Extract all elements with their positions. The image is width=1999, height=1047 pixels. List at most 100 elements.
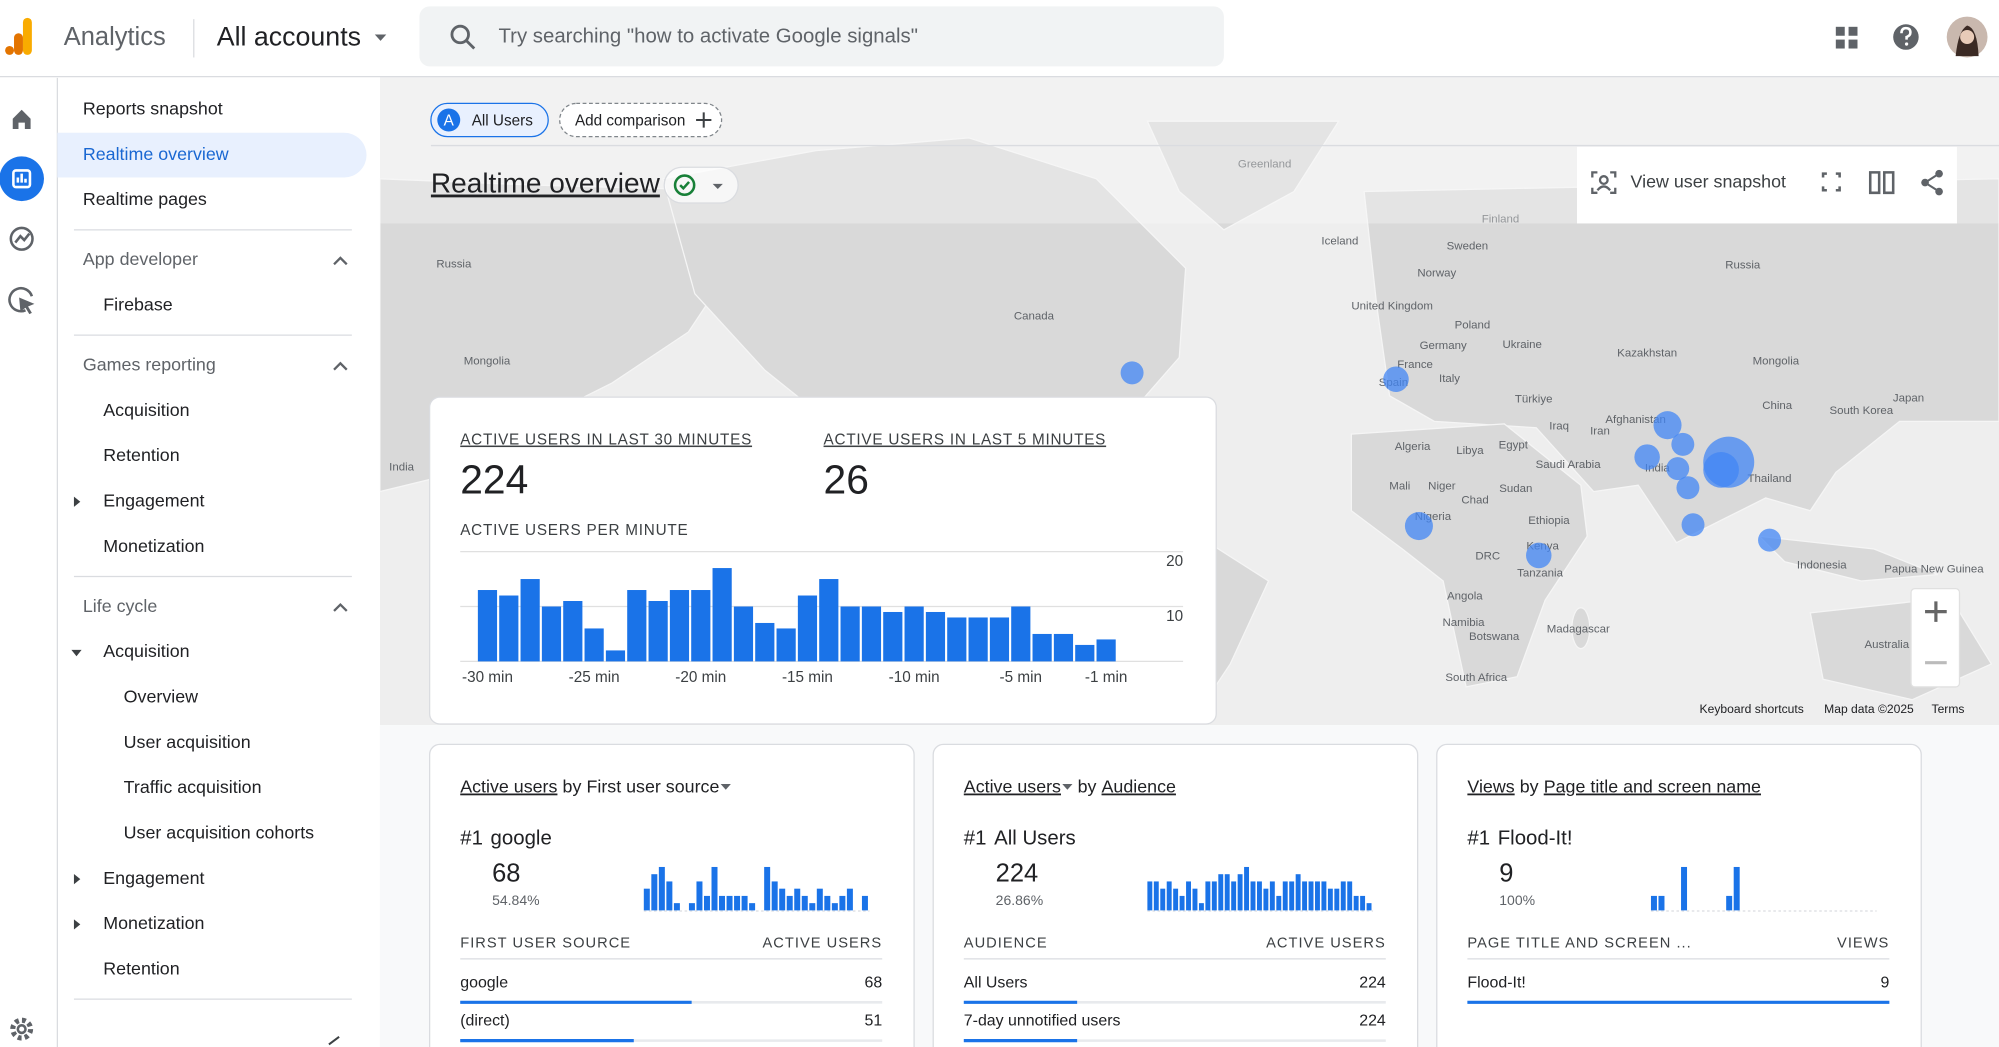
spark-bar <box>1179 895 1185 911</box>
bar[interactable] <box>1096 639 1116 662</box>
nav-subitem[interactable]: User acquisition cohorts <box>124 822 315 842</box>
nav-subitem[interactable]: User acquisition <box>124 732 251 752</box>
card-dimension[interactable]: Page title and screen name <box>1544 777 1761 797</box>
map-label: South Korea <box>1829 405 1893 417</box>
bar[interactable] <box>947 617 967 662</box>
map-footer[interactable]: Map data ©2025 <box>1824 702 1914 716</box>
card-metric[interactable]: Views <box>1467 777 1514 797</box>
spark-bar <box>1733 866 1740 911</box>
account-picker[interactable]: All accounts <box>217 21 361 51</box>
collapse-chevron[interactable] <box>333 602 348 612</box>
expand-caret[interactable] <box>71 649 82 657</box>
nav-item[interactable]: Firebase <box>103 295 172 315</box>
bar[interactable] <box>691 590 711 662</box>
row-label[interactable]: All Users <box>964 974 1028 991</box>
spark-bar <box>1282 881 1288 911</box>
card-dimension[interactable]: First user source <box>586 777 719 797</box>
bar[interactable] <box>989 617 1010 662</box>
bar[interactable] <box>627 590 647 662</box>
spark-bar <box>1360 895 1366 911</box>
bar[interactable] <box>819 579 839 662</box>
nav-link[interactable]: Realtime overview <box>83 144 229 164</box>
nav-subitem[interactable]: Overview <box>124 686 198 706</box>
nav-item[interactable]: Acquisition <box>103 400 189 420</box>
bubble <box>1758 528 1781 552</box>
nav-link[interactable]: Reports snapshot <box>83 99 223 119</box>
card-metric[interactable]: Active users <box>460 777 557 797</box>
row-label[interactable]: 7-day unnotified users <box>964 1013 1121 1030</box>
fullscreen-icon[interactable] <box>1821 172 1841 192</box>
bar[interactable] <box>669 590 690 662</box>
apps-icon[interactable] <box>1835 26 1858 49</box>
card-dimension[interactable]: Audience <box>1102 777 1176 797</box>
bar[interactable] <box>541 606 562 662</box>
share-icon[interactable] <box>1921 169 1943 196</box>
bar[interactable] <box>968 617 988 662</box>
bar[interactable] <box>776 628 796 662</box>
bar[interactable] <box>520 579 540 662</box>
add-comparison[interactable] <box>559 102 723 138</box>
collapse-chevron[interactable] <box>333 361 348 371</box>
nav-item[interactable]: Acquisition <box>103 641 189 661</box>
expand-caret[interactable] <box>73 496 81 507</box>
zoom-in[interactable] <box>1925 601 1947 622</box>
spark-bar <box>1347 881 1353 911</box>
map-label: Mongolia <box>464 355 511 367</box>
bar[interactable] <box>797 595 818 662</box>
bar-chart: 10 20 -30 min -25 min -20 min -15 min -10 min -… <box>460 550 1183 686</box>
search-box[interactable] <box>419 6 1224 67</box>
expand-caret[interactable] <box>73 919 81 930</box>
bar[interactable] <box>1075 644 1095 662</box>
nav-item[interactable]: Monetization <box>103 913 204 933</box>
nav-section[interactable]: App developer <box>83 249 198 269</box>
bar[interactable] <box>605 650 626 662</box>
compare-icon[interactable] <box>1868 171 1895 195</box>
home-icon[interactable] <box>12 109 31 129</box>
bar[interactable] <box>1053 633 1074 662</box>
bar[interactable] <box>477 590 498 662</box>
bar[interactable] <box>840 606 860 662</box>
nav-section[interactable]: Life cycle <box>83 596 157 616</box>
bar[interactable] <box>1011 606 1031 662</box>
nav-item[interactable]: Retention <box>103 445 179 465</box>
card-metric[interactable]: Active users <box>964 777 1061 797</box>
bar[interactable] <box>563 601 583 662</box>
advertising-icon[interactable] <box>8 286 34 313</box>
caret[interactable] <box>1062 783 1073 790</box>
expand-caret[interactable] <box>73 873 81 885</box>
bar[interactable] <box>925 611 946 662</box>
nav-item[interactable]: Engagement <box>103 491 204 511</box>
view-user-snapshot[interactable]: View user snapshot <box>1631 171 1786 191</box>
row-label[interactable]: google <box>460 974 508 991</box>
add-comparison-label: Add comparison <box>575 112 685 129</box>
collapse-handle[interactable] <box>328 1035 340 1046</box>
nav-item[interactable]: Engagement <box>103 868 204 888</box>
segment-chip[interactable] <box>430 102 549 138</box>
explore-icon[interactable] <box>9 226 34 251</box>
nav-link[interactable]: Realtime pages <box>83 189 207 209</box>
bar[interactable] <box>861 606 882 662</box>
bar[interactable] <box>584 628 604 662</box>
map-footer[interactable]: Terms <box>1932 702 1965 716</box>
bar[interactable] <box>648 601 668 662</box>
map-footer[interactable]: Keyboard shortcuts <box>1700 702 1804 716</box>
x-tick-label: -5 min <box>1000 669 1042 686</box>
collapse-chevron[interactable] <box>333 256 348 266</box>
bar[interactable] <box>883 611 903 662</box>
row-label[interactable]: (direct) <box>460 1013 510 1030</box>
bar[interactable] <box>1032 633 1052 662</box>
nav-item[interactable]: Retention <box>103 958 179 978</box>
bar[interactable] <box>755 622 775 662</box>
nav-subitem[interactable]: Traffic acquisition <box>124 777 262 797</box>
nav-section[interactable]: Games reporting <box>83 355 216 375</box>
bar[interactable] <box>499 595 519 662</box>
settings-icon[interactable] <box>10 1017 34 1041</box>
nav-item[interactable]: Monetization <box>103 536 204 556</box>
row-label[interactable]: Flood-It! <box>1467 974 1525 991</box>
logo[interactable] <box>5 17 32 55</box>
bar[interactable] <box>904 606 924 662</box>
bar[interactable] <box>712 568 732 662</box>
caret[interactable] <box>720 783 731 790</box>
spark-bar <box>651 874 658 911</box>
bar[interactable] <box>733 606 754 662</box>
